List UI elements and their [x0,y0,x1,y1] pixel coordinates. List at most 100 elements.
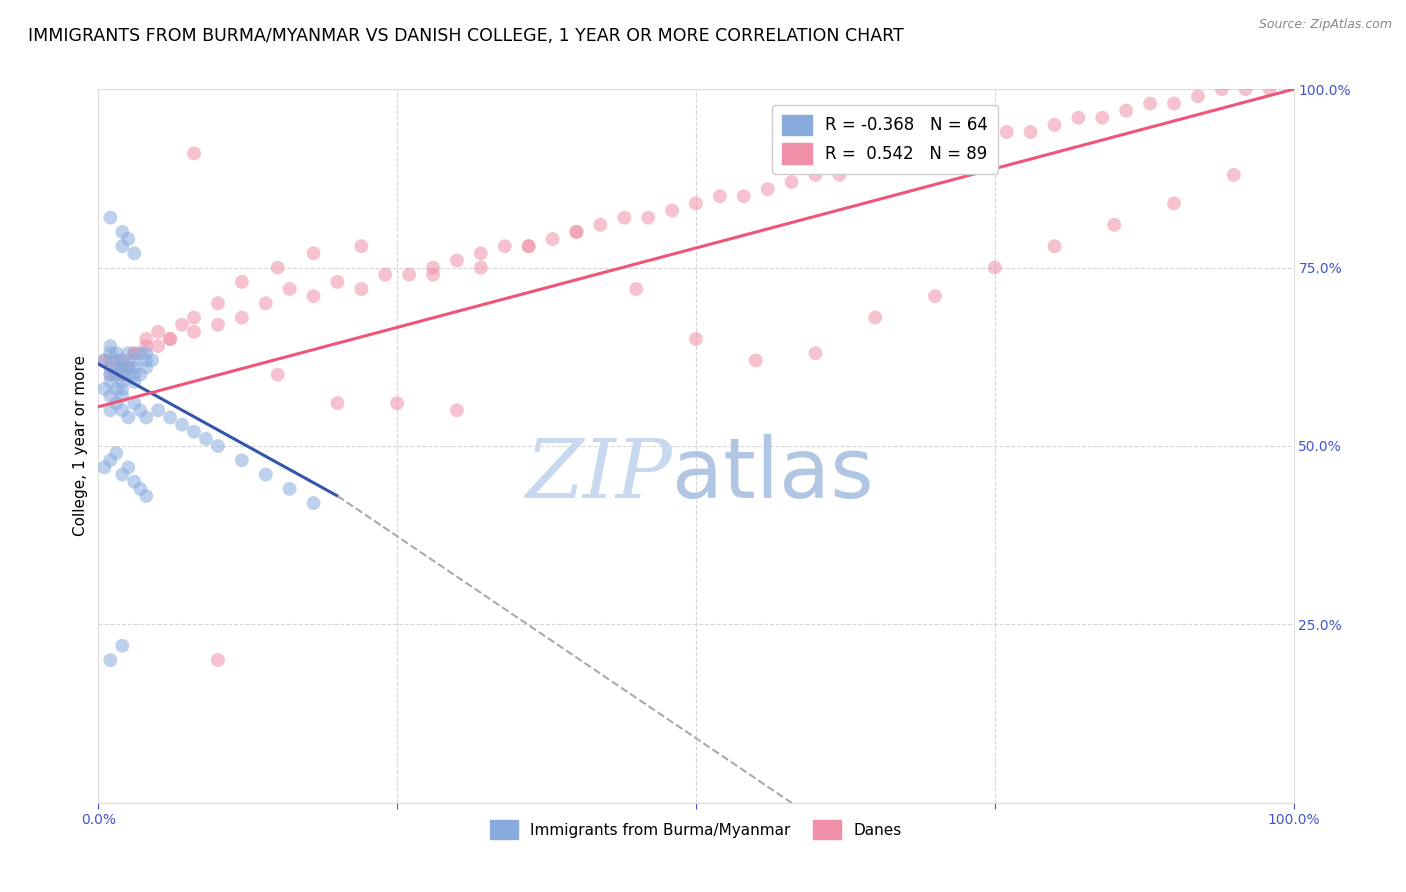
Point [124,346,146,360]
Point [374,268,396,282]
Point [1043,239,1066,253]
Point [278,282,301,296]
Point [105,353,128,368]
Point [117,232,139,246]
Point [350,282,373,296]
Point [1234,82,1257,96]
Point [589,218,612,232]
Point [111,639,134,653]
Point [98,368,122,382]
Point [111,368,134,382]
Point [446,403,468,417]
Point [124,375,146,389]
Point [183,310,205,325]
Point [924,289,946,303]
Point [1211,82,1233,96]
Point [470,246,492,260]
Point [685,196,707,211]
Point [876,153,898,168]
Point [267,260,290,275]
Point [111,403,134,417]
Point [1223,168,1246,182]
Point [105,396,128,410]
Point [517,239,540,253]
Point [172,318,194,332]
Point [637,211,659,225]
Text: atlas: atlas [672,434,873,515]
Point [93,353,115,368]
Point [302,289,325,303]
Point [129,346,152,360]
Point [995,125,1018,139]
Point [117,368,139,382]
Point [385,396,409,410]
Point [124,346,146,360]
Point [494,239,516,253]
Point [105,446,128,460]
Point [613,211,636,225]
Point [804,168,827,182]
Point [446,253,468,268]
Point [105,368,128,382]
Point [111,360,134,375]
Legend: Immigrants from Burma/Myanmar, Danes: Immigrants from Burma/Myanmar, Danes [484,814,908,845]
Point [661,203,683,218]
Point [111,389,134,403]
Point [111,353,134,368]
Point [93,460,115,475]
Point [565,225,588,239]
Y-axis label: College, 1 year or more: College, 1 year or more [73,356,89,536]
Point [470,260,492,275]
Point [865,310,887,325]
Point [709,189,731,203]
Point [98,211,122,225]
Point [98,339,122,353]
Point [1115,103,1137,118]
Point [98,368,122,382]
Point [780,175,803,189]
Point [1043,118,1066,132]
Point [148,403,170,417]
Point [195,432,218,446]
Point [111,368,134,382]
Point [117,360,139,375]
Point [1163,96,1185,111]
Point [254,467,277,482]
Point [148,325,170,339]
Point [124,360,146,375]
Point [93,353,115,368]
Point [1258,82,1281,96]
Point [135,360,157,375]
Point [98,346,122,360]
Point [278,482,301,496]
Point [183,146,205,161]
Point [828,168,851,182]
Point [159,332,181,346]
Point [1139,96,1161,111]
Point [745,353,768,368]
Point [111,239,134,253]
Point [129,403,152,417]
Point [98,389,122,403]
Point [98,453,122,467]
Point [1187,89,1209,103]
Point [98,353,122,368]
Point [1091,111,1114,125]
Point [183,325,205,339]
Point [852,161,875,175]
Point [124,368,146,382]
Point [148,339,170,353]
Point [207,296,229,310]
Point [422,268,444,282]
Point [159,410,181,425]
Point [111,467,134,482]
Point [129,368,152,382]
Point [231,275,253,289]
Point [159,332,181,346]
Point [565,225,588,239]
Point [183,425,205,439]
Point [105,346,128,360]
Point [517,239,540,253]
Point [541,232,564,246]
Point [117,360,139,375]
